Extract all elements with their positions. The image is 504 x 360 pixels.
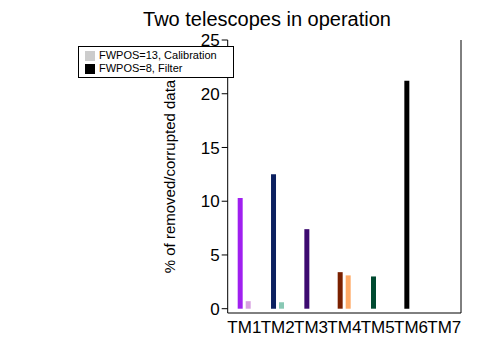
svg-text:TM1: TM1 [227, 318, 261, 337]
svg-text:TM7: TM7 [427, 318, 461, 337]
html-text:Two telescopes in operation: Two telescopes in operation [143, 8, 391, 30]
svg-text:TM6: TM6 [394, 318, 428, 337]
svg-text:10: 10 [201, 192, 220, 211]
svg-text:TM2: TM2 [261, 318, 295, 337]
svg-text:TM5: TM5 [361, 318, 395, 337]
html-text:FWPOS=13, Calibration: FWPOS=13, Calibration [99, 49, 217, 61]
svg-text:20: 20 [201, 85, 220, 104]
svg-text:15: 15 [201, 139, 220, 158]
svg-text:5: 5 [210, 246, 219, 265]
svg-text:25: 25 [201, 31, 220, 50]
svg-text:% of removed/corrupted data: % of removed/corrupted data [161, 79, 178, 273]
svg-text:TM4: TM4 [327, 318, 361, 337]
svg-text:0: 0 [210, 300, 219, 319]
html-text:FWPOS=8, Filter: FWPOS=8, Filter [99, 62, 183, 74]
svg-text:TM3: TM3 [294, 318, 328, 337]
